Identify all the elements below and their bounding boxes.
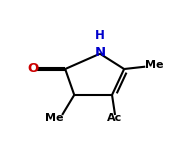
Text: Ac: Ac bbox=[107, 113, 122, 123]
Text: Me: Me bbox=[45, 113, 64, 123]
Text: H: H bbox=[95, 29, 105, 42]
Text: O: O bbox=[27, 62, 38, 75]
Text: N: N bbox=[94, 46, 105, 59]
Text: Me: Me bbox=[145, 60, 164, 71]
